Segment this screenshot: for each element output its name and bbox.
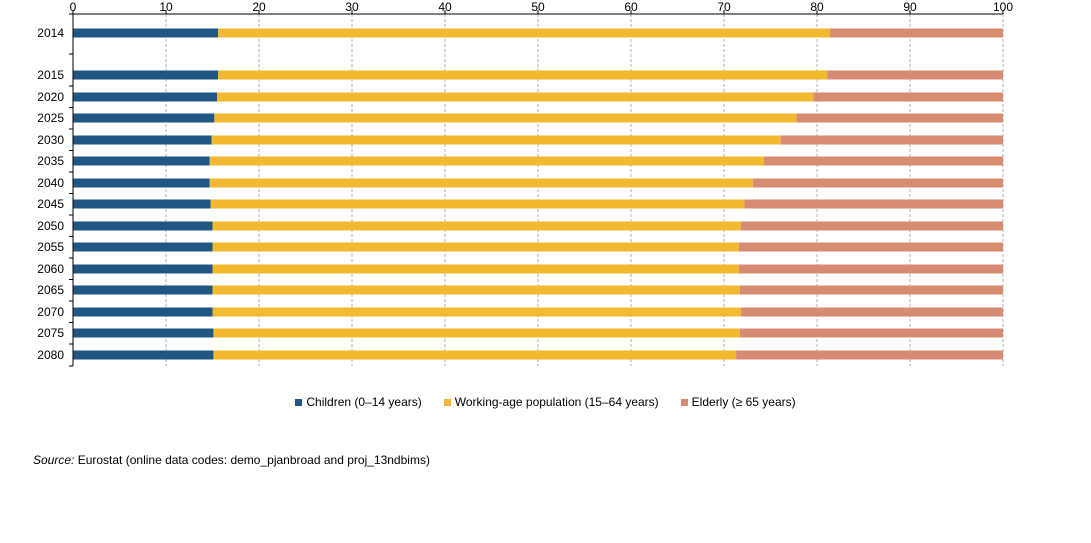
legend-item-elderly: Elderly (≥ 65 years) <box>680 395 796 409</box>
source-text: Eurostat (online data codes: demo_pjanbr… <box>77 453 430 467</box>
bar-segment <box>73 307 213 317</box>
bar-segment <box>740 221 1003 231</box>
x-tick-label: 90 <box>903 0 917 14</box>
y-tick-label: 2060 <box>37 262 64 276</box>
y-tick-label: 2055 <box>37 240 64 254</box>
bar-segment <box>739 285 1003 295</box>
y-tick-label: 2015 <box>37 68 64 82</box>
legend-swatch-working-age <box>443 398 451 406</box>
x-tick-label: 10 <box>159 0 173 14</box>
stacked-bar-chart: 0 10 20 30 40 50 60 70 80 90 100 20142015202020252… <box>37 0 1013 367</box>
bars <box>73 28 1003 360</box>
bar-segment <box>218 70 828 80</box>
y-tick-label: 2025 <box>37 111 64 125</box>
x-tick-label: 20 <box>252 0 266 14</box>
legend-swatch-elderly <box>680 398 688 406</box>
legend-item-working-age: Working-age population (15–64 years) <box>443 395 659 409</box>
x-tick-label: 40 <box>438 0 452 14</box>
bar-segment <box>73 113 215 123</box>
x-tick-label: 60 <box>624 0 638 14</box>
bar-segment <box>813 92 1003 102</box>
x-tick-label: 50 <box>531 0 545 14</box>
x-tick-label: 30 <box>345 0 359 14</box>
y-tick-label: 2050 <box>37 219 64 233</box>
bar-segment <box>780 135 1003 145</box>
bar-segment <box>738 264 1003 274</box>
legend-swatch-children <box>295 398 303 406</box>
bar-segment <box>740 307 1003 317</box>
bar-segment <box>212 242 739 252</box>
bar-segment <box>796 113 1003 123</box>
bar-segment <box>211 135 781 145</box>
bar-segment <box>73 328 214 338</box>
x-tick-label: 80 <box>810 0 824 14</box>
y-tick-label: 2080 <box>37 348 64 362</box>
bar-segment <box>830 28 1003 38</box>
bar-segment <box>736 350 1003 360</box>
bar-segment <box>73 92 218 102</box>
y-tick-label: 2030 <box>37 133 64 147</box>
x-tick-label: 100 <box>993 0 1013 14</box>
y-tick-label: 2065 <box>37 283 64 297</box>
bar-segment <box>738 242 1003 252</box>
y-tick-label: 2014 <box>37 26 64 40</box>
bar-segment <box>213 328 740 338</box>
source-note: Source: Eurostat (online data codes: dem… <box>33 453 430 467</box>
legend-label-working-age: Working-age population (15–64 years) <box>454 395 659 409</box>
legend: Children (0–14 years) Working-age popula… <box>0 395 1091 409</box>
bar-segment <box>212 264 739 274</box>
y-axis-labels: 2014 2015 2020 2025 2030 2035 2040 2045 2050 2055… <box>37 26 64 362</box>
bar-segment <box>73 156 210 166</box>
bar-segment <box>73 70 219 80</box>
y-tick-label: 2045 <box>37 197 64 211</box>
bar-segment <box>73 264 213 274</box>
y-tick-label: 2040 <box>37 176 64 190</box>
legend-item-children: Children (0–14 years) <box>295 395 422 409</box>
source-label: Source: <box>33 453 75 467</box>
bar-segment <box>73 221 213 231</box>
bar-segment <box>209 178 753 188</box>
bar-segment <box>217 92 814 102</box>
bar-segment <box>218 28 831 38</box>
bar-segment <box>73 350 214 360</box>
x-tick-label: 70 <box>717 0 731 14</box>
bar-segment <box>73 285 213 295</box>
x-tick-label: 0 <box>70 0 77 14</box>
y-tick-label: 2035 <box>37 154 64 168</box>
bar-segment <box>214 113 797 123</box>
bar-segment <box>73 135 212 145</box>
bar-segment <box>213 350 737 360</box>
legend-label-children: Children (0–14 years) <box>306 395 422 409</box>
y-tick-label: 2075 <box>37 326 64 340</box>
legend-label-elderly: Elderly (≥ 65 years) <box>691 395 796 409</box>
bar-segment <box>827 70 1003 80</box>
gridlines <box>165 14 1004 366</box>
x-axis-ticks: 0 10 20 30 40 50 60 70 80 90 100 <box>70 0 1013 14</box>
bar-segment <box>212 285 740 295</box>
y-tick-label: 2020 <box>37 90 64 104</box>
bar-segment <box>73 242 213 252</box>
y-tick-label: 2070 <box>37 305 64 319</box>
bar-segment <box>739 328 1003 338</box>
bar-segment <box>209 156 764 166</box>
bar-segment <box>752 178 1003 188</box>
bar-segment <box>212 221 741 231</box>
bar-segment <box>763 156 1003 166</box>
bar-segment <box>73 178 210 188</box>
bar-segment <box>212 307 741 317</box>
bar-segment <box>73 199 211 209</box>
bar-segment <box>744 199 1003 209</box>
axes <box>69 13 1003 367</box>
bar-segment <box>210 199 745 209</box>
bar-segment <box>73 28 219 38</box>
